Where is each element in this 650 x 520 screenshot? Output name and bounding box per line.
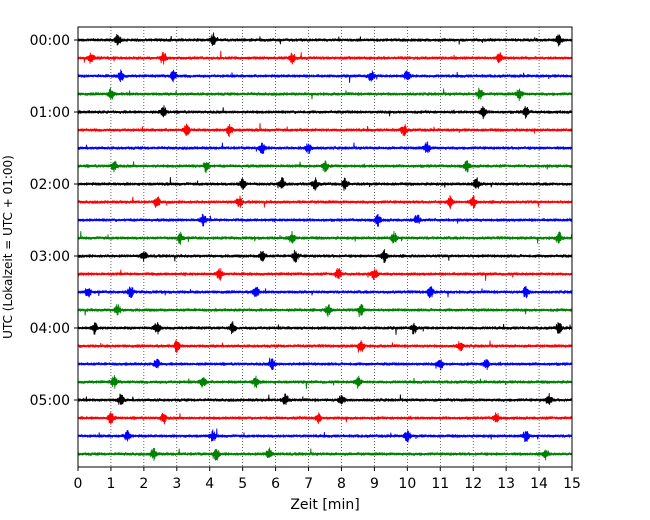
x-tick-label: 1 bbox=[106, 476, 115, 492]
x-tick-label: 7 bbox=[304, 476, 313, 492]
x-tick-label: 5 bbox=[238, 476, 247, 492]
seismogram-trace bbox=[77, 412, 573, 425]
x-axis-label: Zeit [min] bbox=[290, 497, 359, 513]
seismogram-trace bbox=[77, 268, 573, 281]
seismogram-trace bbox=[77, 141, 573, 154]
x-tick-label: 14 bbox=[530, 476, 548, 492]
x-tick-label: 2 bbox=[139, 476, 148, 492]
x-tick-label: 10 bbox=[398, 476, 416, 492]
y-tick-label: 01:00 bbox=[30, 105, 70, 121]
x-tick-label: 9 bbox=[370, 476, 379, 492]
seismogram-trace bbox=[77, 375, 573, 389]
seismogram-trace bbox=[77, 50, 573, 65]
y-tick-label: 02:00 bbox=[30, 177, 70, 193]
seismogram-trace bbox=[77, 339, 573, 353]
y-axis: 00:00 01:00 02:00 03:00 04:00 05:00 bbox=[30, 33, 78, 409]
x-tick-label: 8 bbox=[337, 476, 346, 492]
trace-layer bbox=[77, 32, 573, 461]
seismogram-trace bbox=[77, 195, 573, 209]
y-tick-label: 05:00 bbox=[30, 393, 70, 409]
seismogram-trace bbox=[77, 447, 573, 461]
x-tick-label: 4 bbox=[205, 476, 214, 492]
x-tick-label: 11 bbox=[431, 476, 449, 492]
y-tick-label: 03:00 bbox=[30, 249, 70, 265]
x-tick-label: 0 bbox=[74, 476, 83, 492]
seismogram-trace bbox=[77, 87, 573, 102]
seismogram-trace bbox=[77, 69, 573, 83]
grid-layer bbox=[110, 27, 540, 467]
seismogram-trace bbox=[77, 249, 573, 263]
y-axis-label: UTC (Lokalzeit = UTC + 01:00) bbox=[1, 155, 15, 339]
x-tick-label: 6 bbox=[271, 476, 280, 492]
seismogram-trace bbox=[77, 304, 573, 318]
seismogram-trace bbox=[77, 160, 573, 174]
seismogram-trace bbox=[77, 177, 573, 191]
x-tick-label: 3 bbox=[172, 476, 181, 492]
seismogram-trace bbox=[77, 32, 573, 47]
y-tick-label: 04:00 bbox=[30, 321, 70, 337]
seismogram-trace bbox=[77, 286, 573, 299]
seismogram-trace bbox=[77, 105, 573, 120]
x-axis: 0 1 2 3 4 5 6 7 8 9 10 11 12 13 14 15 bbox=[74, 467, 581, 492]
seismogram-trace bbox=[77, 393, 573, 405]
seismogram-trace bbox=[77, 428, 573, 443]
seismogram-trace bbox=[77, 321, 573, 335]
x-tick-label: 13 bbox=[497, 476, 515, 492]
x-tick-label: 12 bbox=[464, 476, 482, 492]
x-tick-label: 15 bbox=[563, 476, 581, 492]
seismogram-trace bbox=[77, 231, 573, 245]
seismogram-trace bbox=[77, 213, 573, 227]
plot-frame bbox=[77, 26, 573, 468]
y-tick-label: 00:00 bbox=[30, 33, 70, 49]
seismogram-trace bbox=[77, 123, 573, 137]
seismogram-trace bbox=[77, 357, 573, 371]
